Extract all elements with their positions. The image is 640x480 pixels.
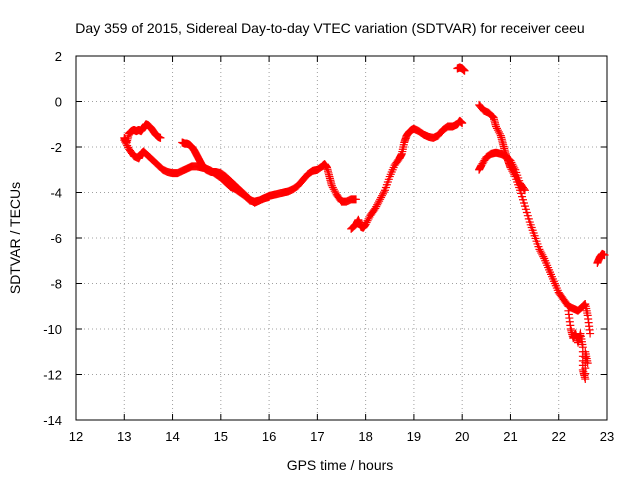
- data-point: [363, 216, 372, 225]
- chart-title: Day 359 of 2015, Sidereal Day-to-day VTE…: [75, 20, 584, 36]
- data-point: [329, 185, 338, 194]
- data-point: [510, 163, 519, 172]
- x-tick-label: 18: [358, 429, 372, 444]
- y-tick-label: 0: [55, 95, 62, 110]
- y-tick-labels: -14 -12 -10 -8 -6 -4 -2 0 2: [43, 49, 62, 428]
- data-point: [123, 141, 132, 150]
- data-point: [361, 220, 370, 229]
- data-point: [537, 249, 546, 258]
- y-tick-label: -10: [43, 322, 62, 337]
- data-point: [495, 129, 504, 138]
- y-tick-label: -12: [43, 368, 62, 383]
- x-tick-label: 21: [503, 429, 517, 444]
- y-tick-label: 2: [55, 49, 62, 64]
- data-point: [509, 162, 518, 171]
- data-point: [379, 189, 388, 198]
- x-tick-label: 13: [117, 429, 131, 444]
- data-point: [327, 181, 336, 190]
- data-point: [539, 252, 548, 261]
- x-tick-label: 12: [69, 429, 83, 444]
- data-point: [351, 195, 360, 204]
- axis-ticks: [75, 55, 608, 421]
- y-tick-label: -2: [50, 140, 62, 155]
- x-tick-label: 17: [310, 429, 324, 444]
- data-point: [379, 188, 388, 197]
- x-axis-label: GPS time / hours: [287, 457, 394, 473]
- data-point: [374, 198, 383, 207]
- data-point: [519, 184, 528, 193]
- data-point: [520, 186, 529, 195]
- x-tick-label: 14: [165, 429, 179, 444]
- data-point: [492, 124, 501, 133]
- grid-lines: [76, 56, 607, 420]
- data-point: [330, 187, 339, 196]
- x-tick-label: 16: [262, 429, 276, 444]
- data-point: [506, 156, 515, 165]
- data-point: [121, 137, 130, 146]
- data-point: [372, 202, 381, 211]
- data-point: [536, 247, 545, 256]
- data-point: [122, 139, 131, 148]
- data-point: [491, 122, 500, 131]
- x-tick-label: 22: [551, 429, 565, 444]
- y-tick-label: -14: [43, 413, 62, 428]
- data-point: [538, 250, 547, 259]
- data-point: [600, 251, 609, 260]
- data-point: [120, 136, 129, 145]
- data-point: [156, 133, 165, 142]
- x-tick-label: 23: [600, 429, 614, 444]
- y-tick-label: -4: [50, 186, 62, 201]
- data-point: [375, 197, 384, 206]
- data-point: [508, 160, 517, 169]
- data-point: [535, 245, 544, 254]
- y-axis-label: SDTVAR / TECUs: [7, 182, 23, 294]
- data-point: [494, 127, 503, 136]
- y-tick-label: -8: [50, 277, 62, 292]
- x-tick-label: 19: [407, 429, 421, 444]
- data-point: [373, 200, 382, 209]
- data-point: [362, 218, 371, 227]
- data-point: [377, 193, 386, 202]
- data-point: [586, 329, 595, 338]
- x-tick-labels: 12 13 14 15 16 17 18 19 20 21 22 23: [69, 429, 614, 444]
- data-point: [583, 359, 592, 368]
- y-tick-label: -6: [50, 231, 62, 246]
- data-point: [460, 66, 469, 75]
- data-point: [493, 126, 502, 135]
- x-tick-label: 20: [455, 429, 469, 444]
- data-points: [120, 63, 609, 384]
- data-point: [371, 204, 380, 213]
- data-point: [458, 119, 467, 128]
- data-point: [376, 195, 385, 204]
- data-point: [328, 183, 337, 192]
- data-point: [507, 158, 516, 167]
- data-point: [364, 214, 373, 223]
- data-point: [378, 191, 387, 200]
- x-tick-label: 15: [214, 429, 228, 444]
